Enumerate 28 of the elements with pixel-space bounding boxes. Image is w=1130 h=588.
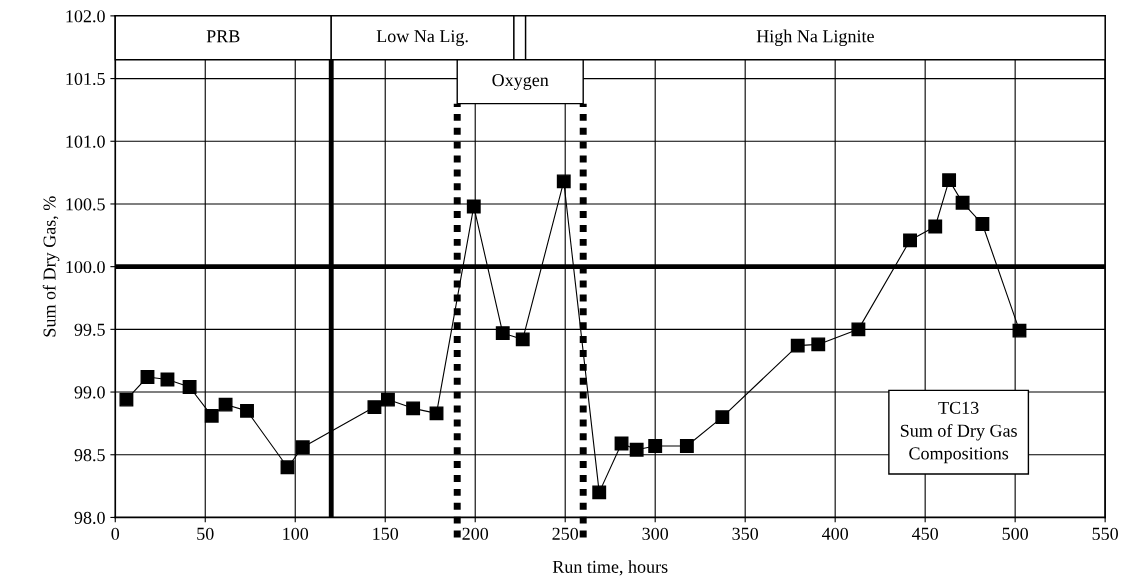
x-tick-label: 0 <box>111 527 120 540</box>
x-tick-label: 250 <box>552 527 579 540</box>
x-tick-label: 100 <box>283 527 309 540</box>
y-tick-label: 101.5 <box>66 72 105 86</box>
y-tick-label: 98.0 <box>74 511 105 524</box>
x-tick-label: 50 <box>197 527 214 540</box>
band-label: Low Na Lig. <box>376 30 468 47</box>
y-tick-label: 100.0 <box>66 260 105 274</box>
x-tick-label: 550 <box>1092 527 1118 540</box>
x-tick-label: 450 <box>911 527 939 540</box>
band-label: PRB <box>206 30 240 43</box>
x-tick-label: 200 <box>462 527 489 540</box>
y-tick-label: 98.5 <box>74 449 105 462</box>
y-tick-label: 102.0 <box>66 10 105 23</box>
x-tick-label: 500 <box>1002 527 1028 540</box>
band-label: High Na Lignite <box>756 29 874 47</box>
annotation: TC13 Sum of Dry Gas Compositions <box>900 401 1017 464</box>
x-axis-title: Run time, hours <box>552 560 668 576</box>
x-tick-label: 150 <box>373 527 399 540</box>
x-tick-label: 300 <box>642 527 669 540</box>
x-tick-label: 350 <box>732 527 759 540</box>
x-tick-label: 400 <box>821 527 849 540</box>
y-tick-label: 99.5 <box>74 323 105 336</box>
band-label: Oxygen <box>492 74 549 90</box>
y-axis-title: Sum of Dry Gas, % <box>42 196 60 337</box>
y-tick-label: 101.0 <box>66 135 105 148</box>
y-tick-label: 100.5 <box>66 198 105 211</box>
y-tick-label: 99.0 <box>74 386 105 399</box>
